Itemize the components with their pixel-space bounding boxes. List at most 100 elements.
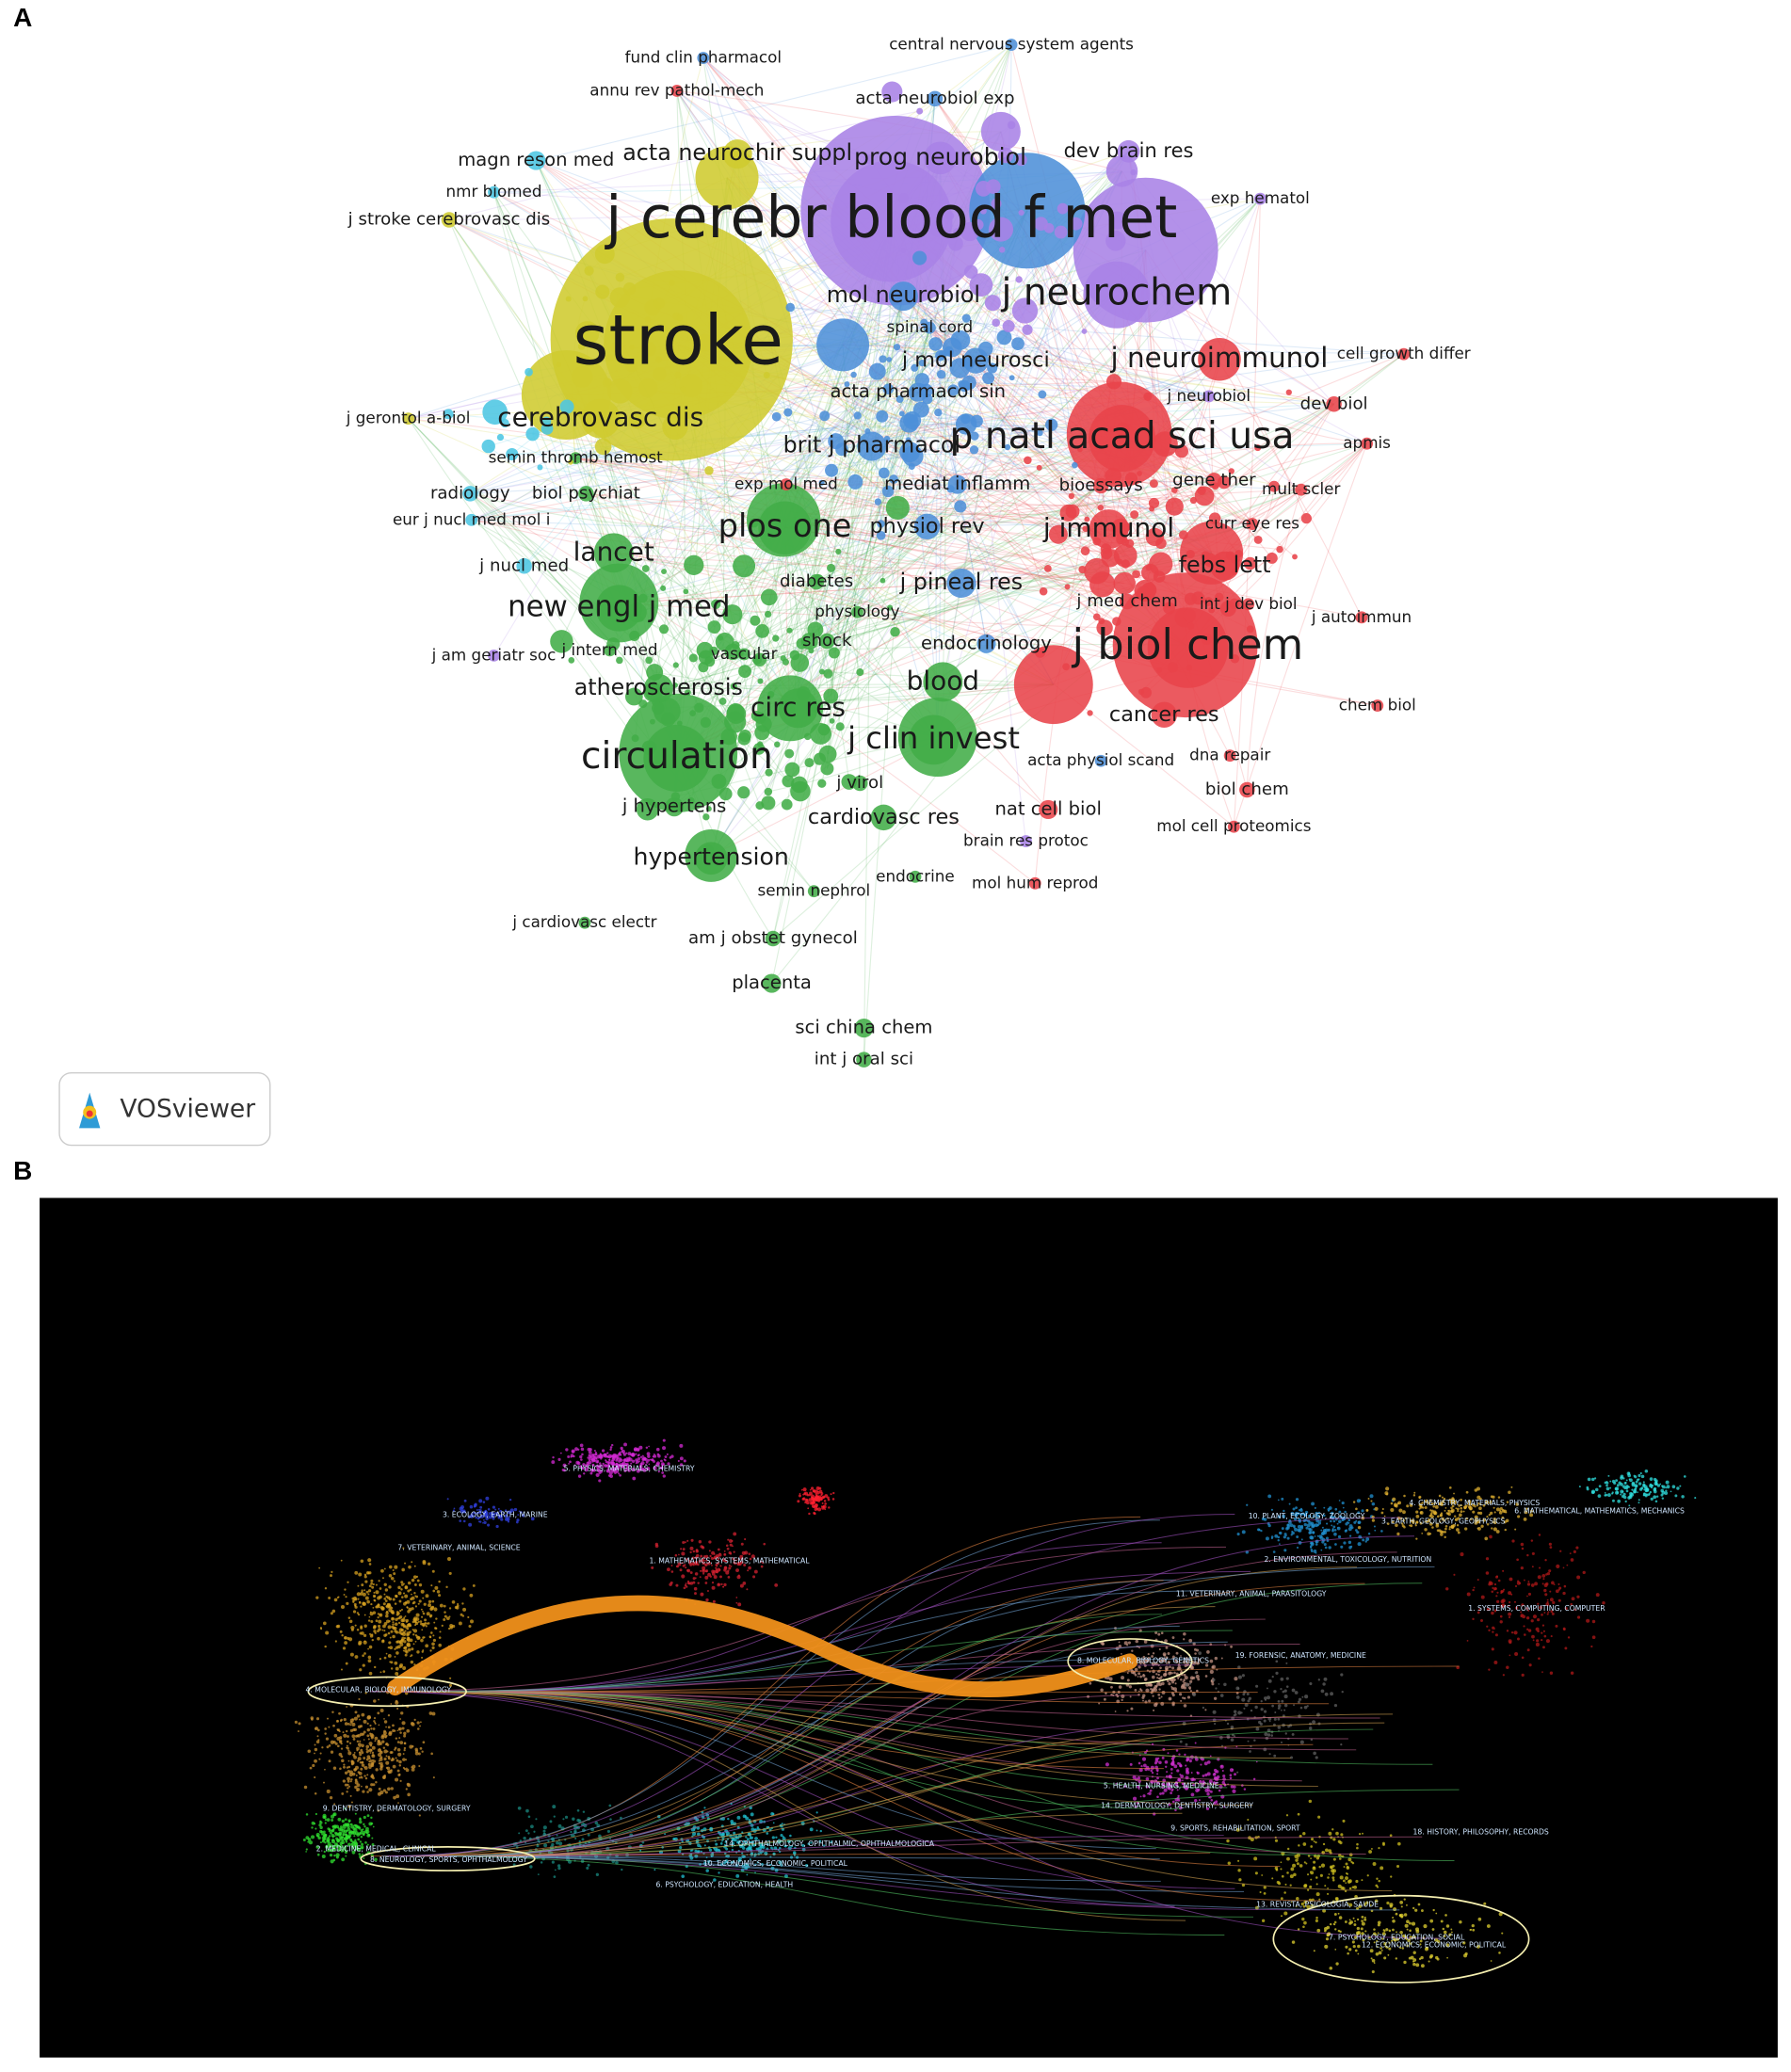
point (395, 1671, 399, 1676)
point (401, 1721, 406, 1726)
point (711, 1582, 715, 1584)
point (419, 1721, 422, 1724)
point (1333, 1529, 1337, 1532)
point (723, 1553, 726, 1556)
point (812, 1489, 815, 1493)
point (1427, 1532, 1431, 1536)
node (988, 217, 1014, 242)
point (1546, 1598, 1549, 1601)
point (1365, 1509, 1369, 1512)
point (1611, 1479, 1616, 1484)
point (688, 1582, 691, 1585)
point (415, 1575, 419, 1579)
point (302, 1839, 306, 1842)
point (1342, 1506, 1345, 1509)
point (1089, 1681, 1092, 1685)
node (665, 797, 685, 817)
point (631, 1459, 636, 1464)
point (1464, 1527, 1468, 1531)
edge (732, 552, 1212, 616)
node (1105, 374, 1122, 390)
node (516, 558, 532, 574)
point (366, 1814, 370, 1818)
point (432, 1638, 437, 1643)
point (364, 1776, 368, 1780)
point (382, 1602, 386, 1606)
point (370, 1579, 374, 1582)
point (1523, 1518, 1527, 1521)
point (1631, 1488, 1634, 1491)
point (495, 1524, 499, 1529)
point (689, 1546, 694, 1550)
point (752, 1575, 756, 1579)
node-label: biol chem (1205, 779, 1289, 799)
point (620, 1454, 622, 1456)
point (369, 1752, 372, 1754)
point (1270, 1734, 1274, 1737)
point (1517, 1515, 1521, 1518)
point (580, 1458, 583, 1461)
point (611, 1454, 616, 1459)
point (1241, 1697, 1246, 1702)
point (681, 1551, 686, 1556)
point (1661, 1485, 1664, 1487)
point (715, 1566, 718, 1569)
point (1438, 1494, 1442, 1498)
point (1285, 1662, 1288, 1664)
point (328, 1835, 331, 1838)
point (370, 1775, 375, 1778)
node (574, 321, 600, 345)
point (388, 1769, 393, 1774)
point (1508, 1612, 1512, 1616)
point (366, 1734, 370, 1738)
node (680, 386, 686, 393)
point (670, 1570, 674, 1573)
point (1551, 1612, 1555, 1615)
point (1155, 1673, 1158, 1676)
point (372, 1611, 377, 1614)
point (1157, 1673, 1160, 1677)
point (330, 1612, 333, 1615)
point (1188, 1638, 1193, 1643)
point (407, 1792, 411, 1797)
point (728, 1566, 732, 1570)
node (881, 81, 903, 103)
point (324, 1768, 326, 1771)
point (1179, 1774, 1182, 1776)
point (1357, 1542, 1362, 1547)
point (395, 1595, 398, 1598)
point (1542, 1630, 1545, 1632)
point (1157, 1632, 1161, 1636)
edge (969, 381, 1334, 405)
point (1303, 1522, 1307, 1527)
point (1557, 1598, 1561, 1602)
point (1294, 1691, 1299, 1695)
point (371, 1638, 375, 1642)
point (753, 1569, 758, 1574)
point (830, 1493, 832, 1496)
point (623, 1458, 626, 1462)
point (557, 1867, 561, 1871)
point (357, 1598, 360, 1600)
point (1676, 1486, 1680, 1490)
point (628, 1456, 631, 1459)
point (1150, 1666, 1154, 1670)
edge (1148, 199, 1261, 569)
overlay-background (40, 1197, 1778, 2058)
point (1277, 1539, 1280, 1542)
point (827, 1496, 830, 1500)
point (1462, 1510, 1465, 1513)
point (686, 1539, 689, 1542)
point (1204, 1709, 1207, 1711)
edge (657, 683, 1054, 709)
point (363, 1757, 366, 1759)
point (1537, 1575, 1541, 1580)
point (1277, 1704, 1282, 1708)
point (326, 1818, 331, 1823)
point (352, 1610, 357, 1614)
node-label: semin thromb hemost (489, 448, 664, 467)
point (1345, 1529, 1348, 1532)
point (407, 1783, 411, 1788)
point (1270, 1508, 1274, 1511)
point (396, 1748, 401, 1752)
